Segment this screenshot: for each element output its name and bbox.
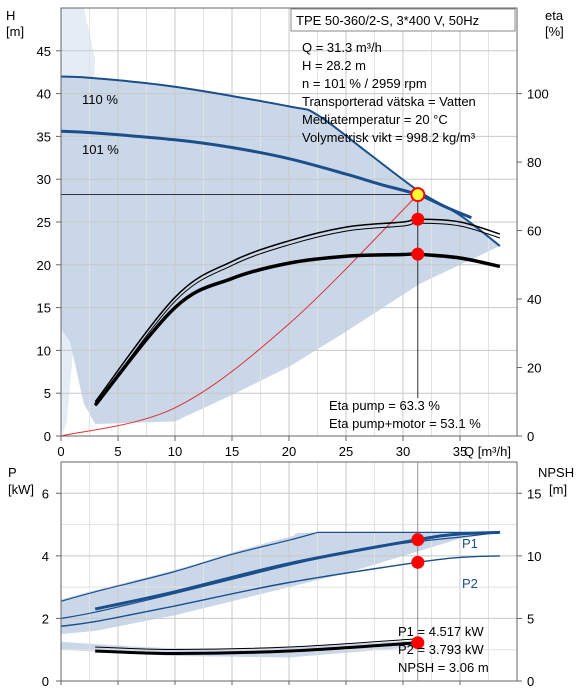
npsh-marker (411, 636, 425, 650)
curve-101-percent (60, 129, 472, 220)
h-axis-unit: [m] (6, 24, 24, 39)
title-box (290, 8, 516, 32)
info-line: P1 = 4.517 kW (398, 624, 484, 639)
p1-legend-label: P1 (462, 536, 478, 551)
eta-axis-unit: [%] (545, 24, 564, 39)
p1-marker (411, 533, 425, 547)
y-tick-label: 2 (42, 611, 49, 626)
head-efficiency-panel: 0 5 10 15 20 25 30 35 0 5 10 15 20 25 30 35 40 45 0 20 40 60 8… (6, 7, 564, 459)
eta-tick-label: 100 (527, 87, 549, 102)
info-line: n = 101 % / 2959 rpm (302, 76, 427, 91)
x-tick-label: 10 (168, 444, 182, 459)
curve-label-101: 101 % (82, 142, 119, 157)
x-tick-label: 15 (225, 444, 239, 459)
info-line: Transporterad vätska = Vatten (302, 94, 476, 109)
x-tick-label: 20 (282, 444, 296, 459)
operating-point-marker (410, 187, 426, 203)
eta-tick-label: 20 (527, 361, 541, 376)
info-line: Mediatemperatur = 20 °C (302, 112, 448, 127)
eta-tick-label: 60 (527, 224, 541, 239)
npsh-tick-label: 10 (527, 549, 541, 564)
power-operating-region (61, 532, 500, 635)
p-axis-unit: [kW] (8, 482, 34, 497)
eta-pump-motor-marker (411, 247, 425, 261)
p-axis-name: P (8, 465, 17, 480)
y-tick-label: 45 (37, 44, 51, 59)
y-tick-label: 35 (37, 129, 51, 144)
operating-region (61, 76, 500, 424)
y-tick-label: 5 (44, 386, 51, 401)
eta-pump-curve (94, 218, 501, 403)
x-tick-label: 25 (339, 444, 353, 459)
eta-pump-marker (411, 212, 425, 226)
x-tick-label: 0 (57, 444, 64, 459)
y-tick-label: 4 (42, 549, 49, 564)
p1-curve (94, 530, 500, 611)
eta-tick-label: 40 (527, 292, 541, 307)
eta-pump-curve-inner (94, 222, 501, 407)
eta-pump-label: Eta pump = 63.3 % (329, 398, 440, 413)
chart-title: TPE 50-360/2-S, 3*400 V, 50Hz (296, 13, 479, 28)
y-tick-label: 0 (44, 429, 51, 444)
npsh-tick-label: 5 (527, 611, 534, 626)
info-line: P2 = 3.793 kW (398, 642, 484, 657)
info-line: Q = 31.3 m³/h (302, 40, 382, 55)
npsh-tick-label: 0 (527, 674, 534, 689)
p2-curve (60, 555, 500, 627)
curve-label-110: 110 % (82, 92, 118, 107)
y-tick-label: 25 (37, 215, 51, 230)
eta-pump-motor-curve (93, 252, 501, 407)
y-tick-label: 15 (37, 301, 51, 316)
x-tick-label: 5 (114, 444, 121, 459)
p1-max-curve (60, 531, 318, 602)
h-axis-name: H (6, 8, 15, 23)
q-axis-label: Q [m³/h] (464, 444, 511, 459)
y-tick-label: 0 (42, 674, 49, 689)
power-npsh-panel: 0 2 4 6 0 5 10 15 P [kW] NPSH [m] P1 P2 P1 = 4.… (8, 461, 574, 689)
info-line: Volymetrisk vikt = 998.2 kg/m³ (302, 130, 476, 145)
info-line: H = 28.2 m (302, 58, 366, 73)
npsh-curve (95, 641, 418, 656)
y-tick-label: 30 (37, 172, 51, 187)
p2-legend-label: P2 (462, 576, 478, 591)
info-box: Q = 31.3 m³/h H = 28.2 m n = 101 % / 295… (302, 40, 476, 145)
y-tick-label: 20 (37, 258, 51, 273)
y-tick-label: 6 (42, 486, 49, 501)
y-tick-label: 10 (37, 343, 51, 358)
power-info: P1 = 4.517 kW P2 = 3.793 kW NPSH = 3.06 … (398, 624, 489, 675)
y-tick-label: 40 (37, 87, 51, 102)
npsh-axis-name: NPSH (538, 465, 574, 480)
system-curve (60, 194, 419, 437)
npsh-axis-unit: [m] (549, 482, 567, 497)
eta-tick-label: 0 (527, 429, 534, 444)
x-tick-label: 30 (396, 444, 410, 459)
eta-pump-motor-label: Eta pump+motor = 53.1 % (329, 416, 481, 431)
npsh-curve-upper (95, 638, 418, 651)
npsh-tick-label: 15 (527, 486, 541, 501)
eta-axis-name: eta (545, 8, 564, 23)
info-line: NPSH = 3.06 m (398, 660, 489, 675)
eta-tick-label: 80 (527, 155, 541, 170)
p2-marker (411, 555, 425, 569)
x-tick-label: 35 (453, 444, 467, 459)
